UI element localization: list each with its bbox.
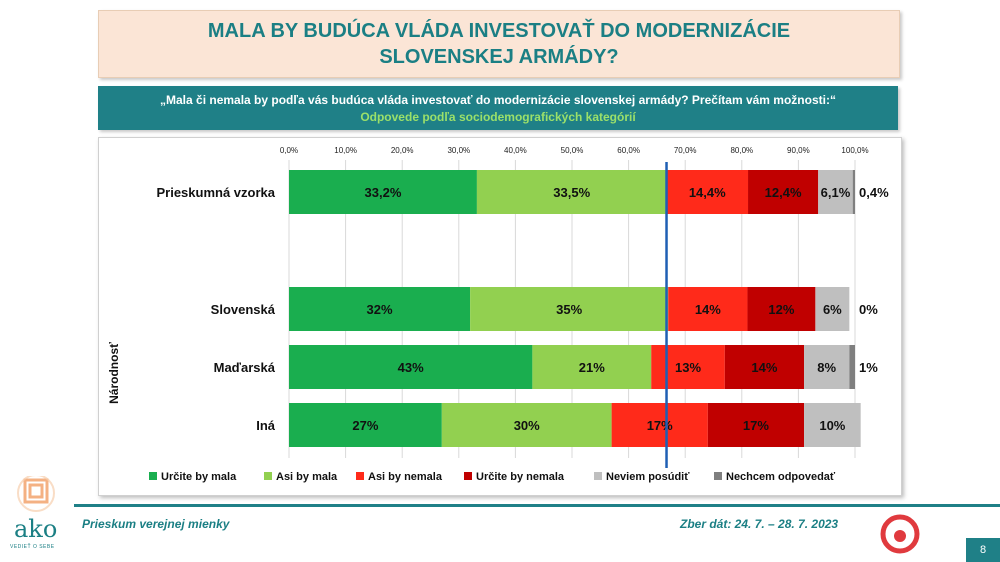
x-tick-label: 60,0%	[617, 146, 640, 155]
bar-segment	[289, 345, 533, 389]
stacked-bar-chart: 0,0% 10,0% 20,0% 30,0% 40,0% 50,0% 60,0% 70,0% 8…	[107, 146, 889, 483]
data-label: 14,4%	[689, 185, 726, 200]
bar-segment	[289, 287, 471, 331]
ako-logo-icon	[17, 476, 55, 512]
bar-segment	[815, 287, 850, 331]
data-label: 8%	[817, 360, 836, 375]
data-label: 6%	[823, 302, 842, 317]
chart-frame: 0,0% 10,0% 20,0% 30,0% 40,0% 50,0% 60,0% 70,0% 8…	[98, 137, 902, 496]
bar-segment	[849, 345, 855, 389]
data-label: 1%	[859, 360, 878, 375]
bar-segment	[611, 403, 708, 447]
bar-segment	[441, 403, 612, 447]
x-tick-label: 20,0%	[391, 146, 414, 155]
bar-segment	[747, 287, 816, 331]
bar-segment	[852, 170, 855, 214]
data-label: 0%	[859, 302, 878, 317]
data-label: 13%	[675, 360, 701, 375]
legend-swatch	[264, 472, 272, 480]
bar-segment	[289, 403, 442, 447]
page-number: 8	[966, 538, 1000, 562]
title-box: MALA BY BUDÚCA VLÁDA INVESTOVAŤ DO MODER…	[98, 10, 900, 78]
subtitle-text: Odpovede podľa sociodemografických kateg…	[360, 110, 636, 124]
data-label: 14%	[695, 302, 721, 317]
footer-divider	[74, 504, 1000, 507]
bar-segment	[289, 170, 477, 214]
bar-segment	[724, 345, 805, 389]
x-tick-label: 10,0%	[334, 146, 357, 155]
swirl-logo-icon	[880, 514, 920, 554]
data-label: 35%	[556, 302, 582, 317]
legend-label: Určite by nemala	[476, 471, 565, 483]
logo-text: ako	[14, 515, 58, 543]
data-label: 12%	[768, 302, 794, 317]
x-tick-label: 70,0%	[674, 146, 697, 155]
legend-swatch	[594, 472, 602, 480]
legend-swatch	[149, 472, 157, 480]
data-label: 6,1%	[821, 185, 851, 200]
data-label: 17%	[647, 418, 673, 433]
data-label: 43%	[398, 360, 424, 375]
legend-label: Neviem posúdiť	[606, 471, 690, 483]
category-label: Maďarská	[214, 360, 276, 375]
data-label: 33,5%	[553, 185, 590, 200]
x-tick-label: 90,0%	[787, 146, 810, 155]
bar-segment	[804, 345, 850, 389]
data-label: 12,4%	[765, 185, 802, 200]
data-label: 30%	[514, 418, 540, 433]
category-label: Slovenská	[211, 302, 276, 317]
legend-swatch	[464, 472, 472, 480]
page-title: MALA BY BUDÚCA VLÁDA INVESTOVAŤ DO MODER…	[207, 20, 791, 68]
footer-date-label: Zber dát: 24. 7. – 28. 7. 2023	[680, 517, 839, 531]
bar-segment	[470, 287, 669, 331]
bar-segment	[668, 287, 748, 331]
question-text: „Mala či nemala by podľa vás budúca vlád…	[160, 93, 836, 107]
legend-swatch	[356, 472, 364, 480]
logo-tagline: VEDIEŤ O SEBE	[10, 544, 55, 550]
legend-label: Nechcem odpovedať	[726, 471, 836, 483]
data-label: 32%	[367, 302, 393, 317]
bar-segment	[748, 170, 819, 214]
legend-swatch	[714, 472, 722, 480]
category-label: Prieskumná vzorka	[156, 185, 275, 200]
x-tick-label: 100,0%	[841, 146, 868, 155]
data-label: 21%	[579, 360, 605, 375]
x-tick-label: 80,0%	[730, 146, 753, 155]
bar-segment	[476, 170, 667, 214]
bar-segment	[804, 403, 861, 447]
data-label: 10%	[819, 418, 845, 433]
bar-segment	[532, 345, 652, 389]
data-label: 17%	[743, 418, 769, 433]
legend-label: Určite by mala	[161, 471, 237, 483]
footer-survey-label: Prieskum verejnej mienky	[82, 517, 230, 531]
legend-label: Asi by mala	[276, 471, 338, 483]
legend-label: Asi by nemala	[368, 471, 443, 483]
x-tick-label: 40,0%	[504, 146, 527, 155]
group-label: Národnosť	[107, 342, 121, 404]
bar-segment	[666, 170, 749, 214]
bar-segment	[651, 345, 725, 389]
bar-segment	[707, 403, 805, 447]
question-box: „Mala či nemala by podľa vás budúca vlád…	[98, 86, 898, 130]
data-label: 14%	[751, 360, 777, 375]
category-label: Iná	[256, 418, 276, 433]
data-label: 27%	[352, 418, 378, 433]
data-label: 33,2%	[365, 185, 402, 200]
bar-segment	[818, 170, 853, 214]
x-tick-label: 30,0%	[447, 146, 470, 155]
x-tick-label: 50,0%	[561, 146, 584, 155]
x-tick-label: 0,0%	[280, 146, 298, 155]
data-label: 0,4%	[859, 185, 889, 200]
